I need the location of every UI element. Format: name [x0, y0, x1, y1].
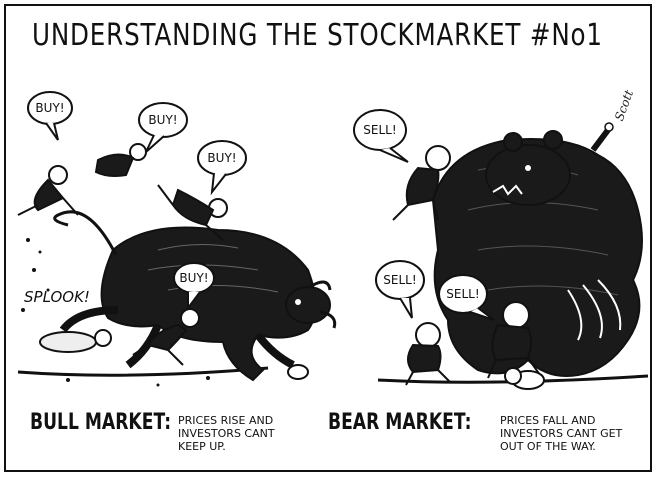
bear-bubble-2: SELL! — [375, 260, 425, 319]
bull-market-description: PRICES RISE AND INVESTORS CANT KEEP UP. — [178, 414, 275, 453]
bull-bubble-1-text: BUY! — [35, 101, 64, 115]
bear-bubble-1: SELL! — [353, 109, 409, 163]
bear-bubble-3: SELL! — [438, 274, 495, 321]
running-investor — [132, 308, 200, 366]
bull-bubble-1: BUY! — [27, 91, 73, 141]
bear-scene: SELL! SELL! SELL! — [353, 109, 649, 390]
bear-bubble-2-text: SELL! — [383, 273, 416, 287]
fallen-investor — [504, 367, 545, 390]
bull-bubble-2-text: BUY! — [148, 113, 177, 127]
bear-market-heading: BEAR MARKET: — [328, 410, 472, 435]
bear-bubble-1-text: SELL! — [363, 123, 396, 137]
bull-bubble-2: BUY! — [138, 102, 188, 153]
bull-bubble-4: BUY! — [173, 262, 215, 311]
fleeing-investor-1 — [405, 322, 451, 386]
bull-bubble-4-text: BUY! — [179, 271, 208, 285]
fleeing-investor-2 — [487, 301, 541, 379]
bear-market-description: PRICES FALL AND INVESTORS CANT GET OUT O… — [500, 414, 623, 453]
cartoon-title: UNDERSTANDING THE STOCKMARKET #No1 — [32, 18, 603, 53]
bull-scene: BUY! BUY! BUY! BUY! SPLOOK! — [17, 91, 337, 387]
trampled-investor — [39, 329, 112, 353]
bull-bubble-3-text: BUY! — [207, 151, 236, 165]
flying-investors — [17, 143, 228, 241]
caught-investor — [392, 145, 451, 221]
bear-figure — [431, 122, 643, 377]
splook-sound-effect: SPLOOK! — [24, 288, 90, 306]
bull-bubble-3: BUY! — [197, 140, 247, 196]
bull-market-heading: BULL MARKET: — [30, 410, 172, 435]
cartoon-artwork: BUY! BUY! BUY! BUY! SPLOOK! — [17, 91, 649, 390]
bear-bubble-3-text: SELL! — [446, 287, 479, 301]
